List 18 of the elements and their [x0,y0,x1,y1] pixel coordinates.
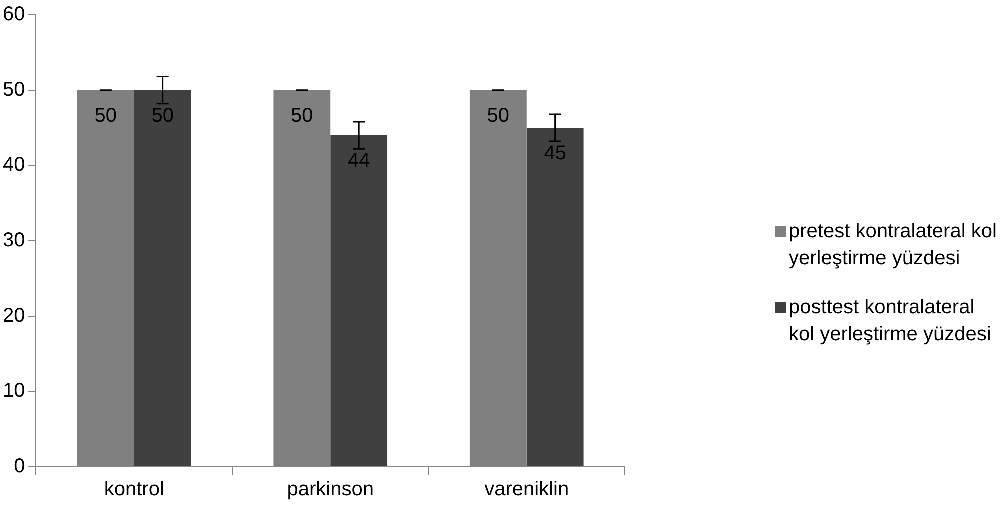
legend-label: pretest kontralateral kol yerleştirme yüzdesi [789,220,997,270]
data-label: 50 [152,104,174,127]
y-tick-label: 20 [2,304,26,327]
y-tick-label: 50 [2,78,26,101]
data-label: 44 [348,150,370,172]
y-tick-label: 10 [2,380,26,402]
data-label: 45 [544,142,566,165]
data-label: 50 [291,104,314,127]
x-tick-label: parkinson [287,478,374,501]
legend-label: posttest kontralateral kol yerleştirme yüzdesi [789,296,992,346]
y-tick-label: 40 [2,154,26,176]
y-tick-label: 0 [14,456,26,478]
y-tick-label: 30 [2,230,26,252]
x-tick-label: vareniklin [484,478,570,501]
data-label: 50 [94,104,118,127]
y-tick-label: 60 [2,4,26,26]
data-label: 50 [487,104,510,127]
x-tick-label: kontrol [104,478,164,501]
